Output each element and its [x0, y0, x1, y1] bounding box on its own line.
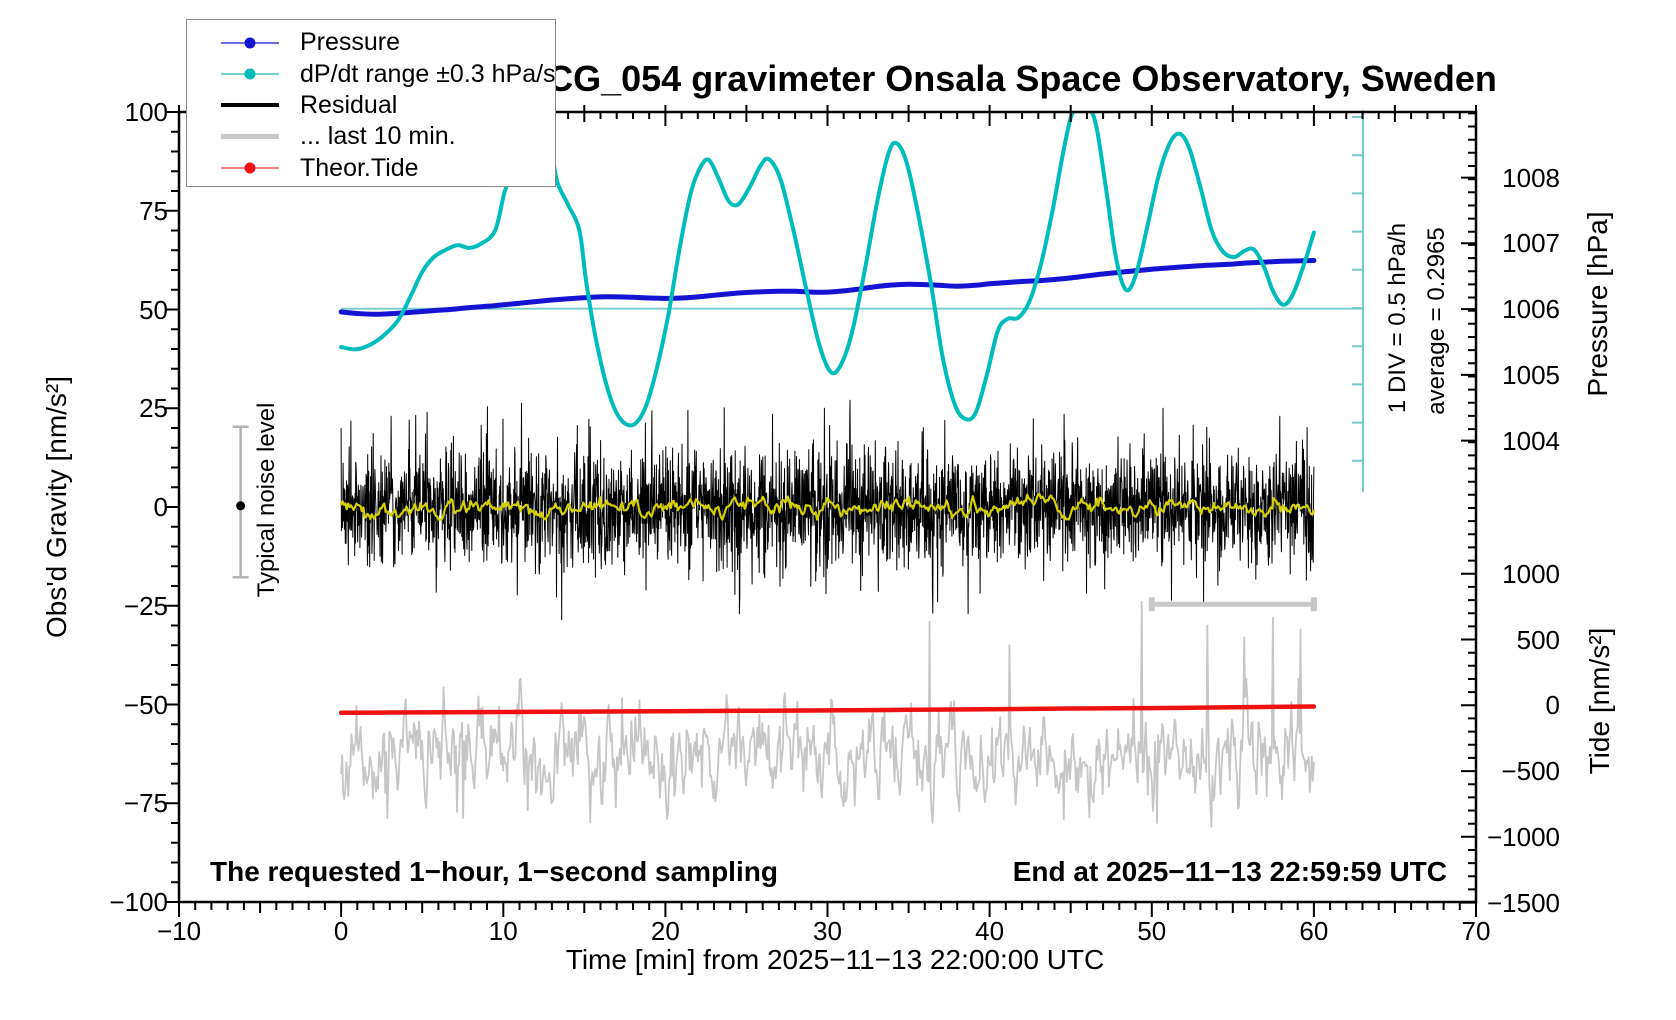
dpdt-scalebar [1352, 110, 1364, 492]
theoretical-tide-curve [338, 704, 1317, 716]
pressure-curve [338, 258, 1317, 317]
noise-level-dot [236, 501, 246, 511]
last10-noise-curve [340, 600, 1315, 828]
residual-noise-curve [340, 399, 1315, 621]
last10-range-bar-caps [1148, 597, 1317, 612]
residual-smoothed-curve [340, 493, 1315, 521]
